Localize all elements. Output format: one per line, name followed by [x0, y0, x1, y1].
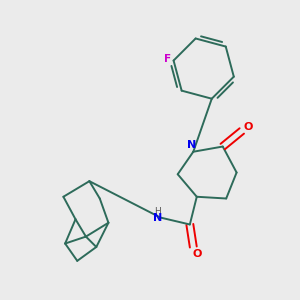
Text: O: O	[192, 249, 202, 259]
Text: N: N	[153, 212, 162, 223]
Text: O: O	[243, 122, 253, 133]
Text: H: H	[154, 207, 161, 216]
Text: F: F	[164, 54, 171, 64]
Text: N: N	[187, 140, 196, 151]
